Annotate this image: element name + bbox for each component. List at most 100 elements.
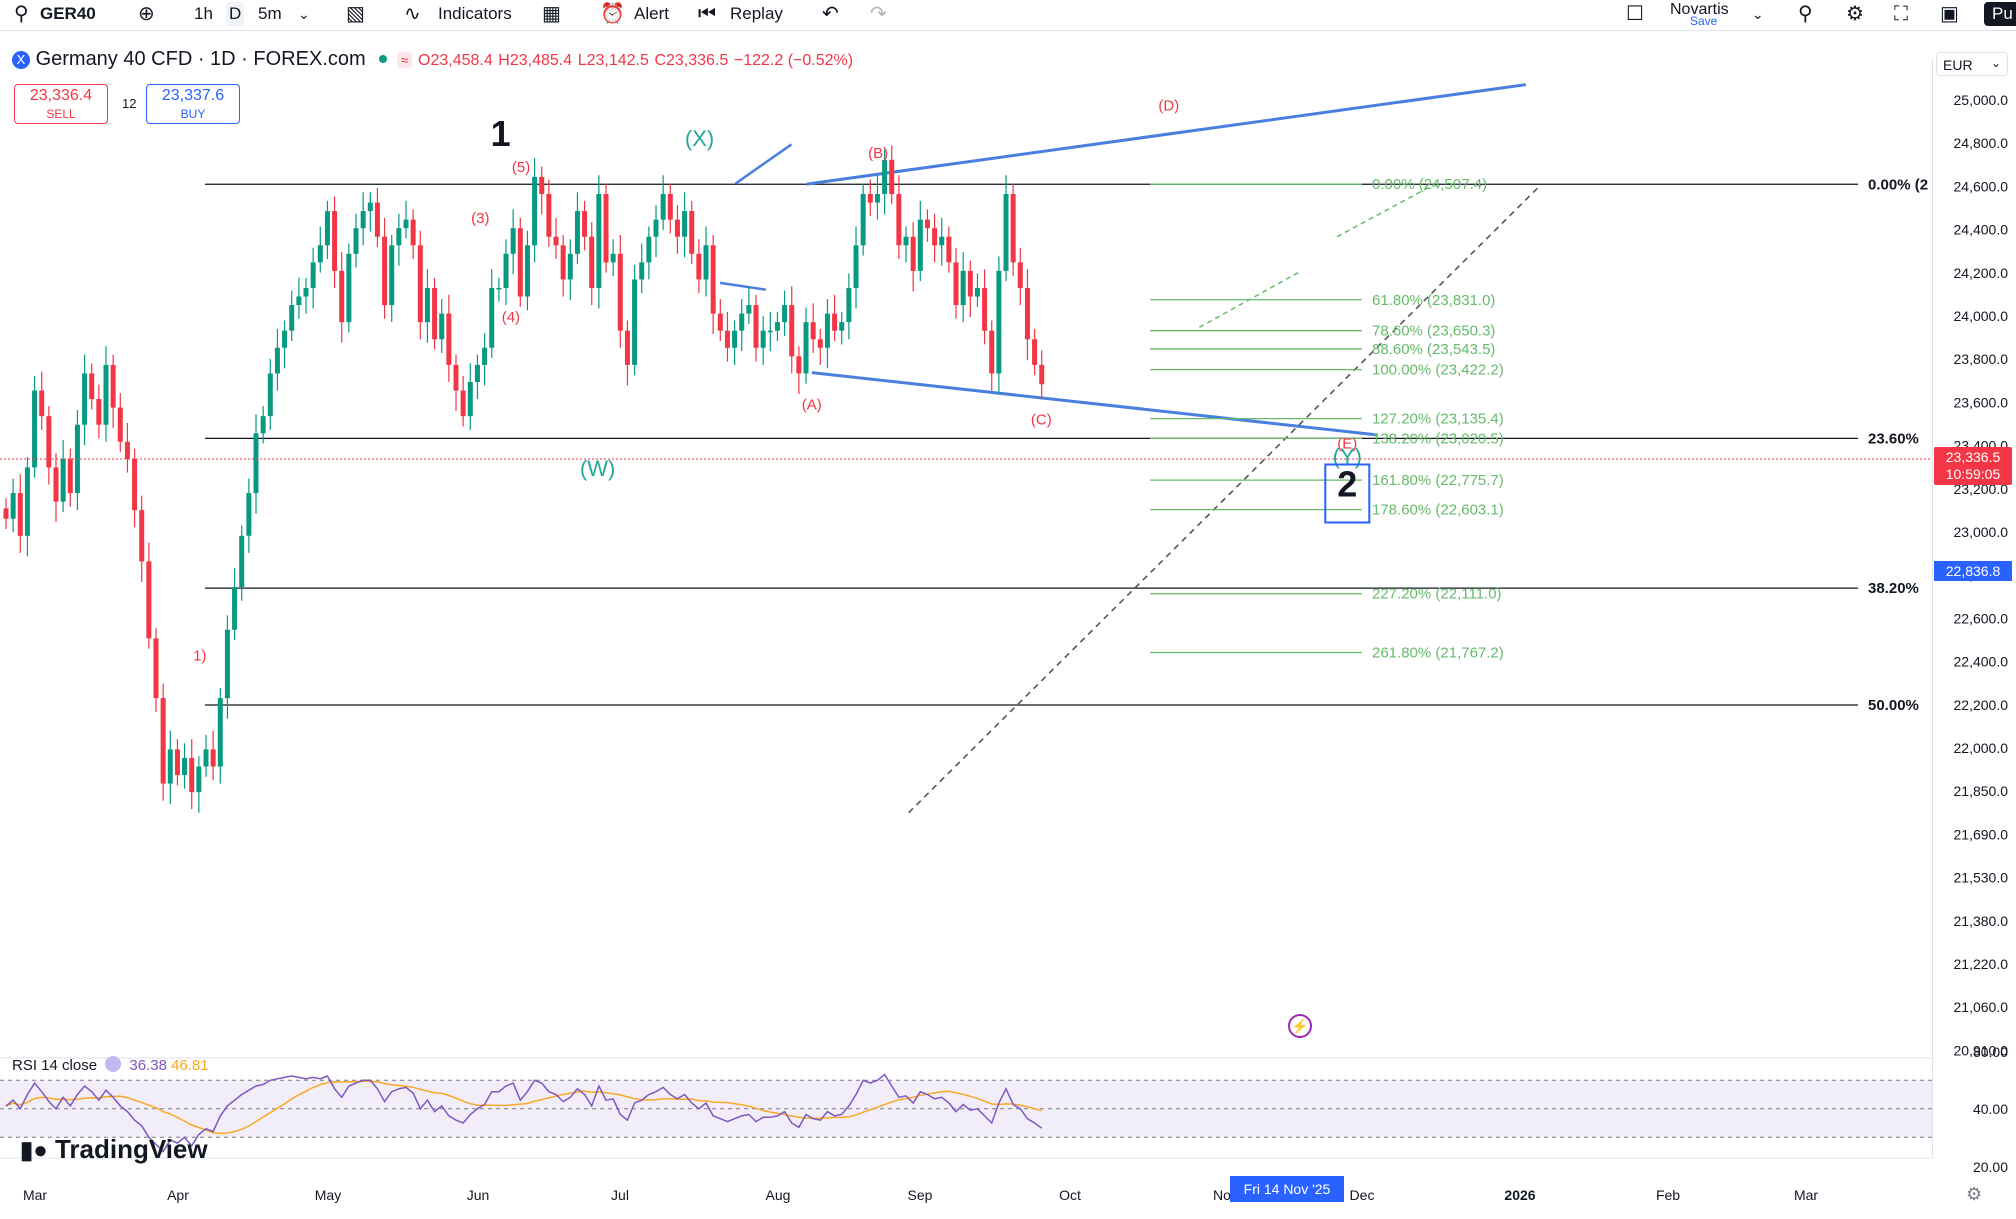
ohlc-change: −122.2 (−0.52%) — [734, 52, 853, 69]
candle-body — [532, 177, 537, 245]
candle-body — [54, 467, 59, 501]
candle-body — [511, 228, 516, 254]
layout-save[interactable]: Save — [1690, 14, 1717, 28]
wave-label: (C) — [1031, 412, 1052, 429]
redo-icon[interactable]: ↷ — [870, 2, 887, 26]
price-tick-label: 21,220.0 — [1954, 956, 2009, 972]
candle-body — [82, 373, 87, 424]
settings-gear-icon[interactable]: ⚙ — [1846, 2, 1864, 26]
price-tick-label: 24,000.0 — [1954, 308, 2009, 324]
symbol-search[interactable]: GER40 — [40, 2, 96, 26]
candle-body — [461, 391, 466, 417]
currency-selector[interactable]: EUR ⌄ — [1936, 52, 2008, 76]
wave-label: (X) — [685, 126, 714, 151]
spread-value: 12 — [122, 96, 136, 111]
candle-body — [246, 493, 251, 536]
time-tick-label: Sep — [908, 1187, 933, 1203]
replay-icon[interactable]: ⏮ — [698, 2, 716, 26]
price-tick-label: 21,690.0 — [1954, 826, 2009, 842]
interval-1h[interactable]: 1h — [194, 2, 213, 26]
candle-body — [118, 408, 123, 442]
buy-label: BUY — [147, 105, 239, 123]
price-axis-border — [1932, 58, 1933, 1158]
fullscreen-icon[interactable]: ⛶ — [1894, 2, 1908, 26]
price-tick-label: 22,000.0 — [1954, 740, 2009, 756]
candle-body — [475, 365, 480, 382]
quick-search-icon[interactable]: ⚲ — [1798, 2, 1813, 26]
candle-body — [218, 698, 223, 766]
currency-chevron-icon: ⌄ — [1991, 51, 2001, 75]
candle-body — [204, 749, 209, 766]
camera-icon[interactable]: ▣ — [1940, 2, 1959, 26]
candle-body — [818, 339, 823, 348]
indicators-button[interactable]: Indicators — [438, 2, 512, 26]
price-tick-label: 22,200.0 — [1954, 697, 2009, 713]
replay-button[interactable]: Replay — [730, 2, 783, 26]
buy-button[interactable]: 23,337.6 BUY — [146, 84, 240, 124]
candle-body — [696, 254, 701, 280]
candle-body — [404, 220, 409, 229]
undo-icon[interactable]: ↶ — [822, 2, 839, 26]
candle-body — [1032, 339, 1037, 365]
alert-icon[interactable]: ⏰ — [600, 2, 625, 26]
fib-label: 161.80% (22,775.7) — [1372, 472, 1504, 489]
sell-label: SELL — [15, 105, 107, 123]
bar-countdown: 10:59:05 — [1934, 466, 2012, 483]
candle-body — [918, 220, 923, 271]
level-label: 38.20% — [1868, 580, 1919, 597]
ohlc-open: O23,458.4 — [418, 52, 493, 69]
flash-icon[interactable]: ⚡ — [1288, 1014, 1312, 1038]
candle-body — [768, 331, 773, 333]
candle-body — [304, 288, 309, 297]
candle-body — [682, 211, 687, 237]
rsi-settings-icon[interactable] — [105, 1056, 121, 1072]
candle-body — [396, 228, 401, 245]
wave-label: 1) — [193, 648, 206, 665]
candle-body — [675, 220, 680, 237]
candle-body — [625, 331, 630, 365]
candle-body — [761, 331, 766, 348]
candle-body — [89, 373, 94, 399]
candle-body — [346, 254, 351, 322]
interval-d[interactable]: D — [226, 2, 244, 26]
candle-body — [568, 254, 573, 280]
search-icon[interactable]: ⚲ — [14, 2, 29, 26]
candle-type-icon[interactable]: ▧ — [346, 2, 365, 26]
candle-body — [575, 211, 580, 254]
candle-body — [382, 237, 387, 305]
price-tick-label: 24,400.0 — [1954, 222, 2009, 238]
candle-body — [432, 288, 437, 339]
candle-body — [718, 314, 723, 331]
wave-label: (4) — [502, 309, 520, 326]
interval-5m[interactable]: 5m — [258, 2, 282, 26]
wave-label: (W) — [580, 456, 615, 481]
add-symbol-icon[interactable]: ⊕ — [138, 2, 155, 26]
publish-button[interactable]: Pu — [1984, 2, 2016, 26]
candle-body — [368, 203, 373, 212]
scale-settings-icon[interactable]: ⚙ — [1966, 1184, 1982, 1205]
sell-button[interactable]: 23,336.4 SELL — [14, 84, 108, 124]
candle-body — [932, 228, 937, 245]
candle-body — [332, 211, 337, 271]
layout-icon[interactable]: ☐ — [1626, 2, 1644, 26]
candle-body — [782, 305, 787, 322]
candle-body — [654, 220, 659, 237]
layout-chevron-icon[interactable]: ⌄ — [1752, 2, 1764, 26]
templates-icon[interactable]: ▦ — [542, 2, 561, 26]
alert-button[interactable]: Alert — [634, 2, 669, 26]
rsi-legend: RSI 14 close 36.38 46.81 — [12, 1056, 209, 1074]
crosshair-date-tag: Fri 14 Nov '25 — [1230, 1176, 1344, 1202]
fib-label: 261.80% (21,767.2) — [1372, 644, 1504, 661]
candle-body — [354, 228, 359, 254]
candle-body — [854, 245, 859, 288]
candle-body — [182, 758, 187, 775]
indicators-icon[interactable]: ∿ — [404, 2, 421, 26]
chevron-down-icon[interactable]: ⌄ — [298, 2, 310, 26]
candle-body — [796, 356, 801, 373]
fib-label: 138.20% (23,020.5) — [1372, 430, 1504, 447]
fib-label: 178.60% (22,603.1) — [1372, 502, 1504, 519]
candle-body — [161, 698, 166, 783]
candle-body — [268, 373, 273, 416]
time-tick-label: 2026 — [1504, 1187, 1535, 1203]
